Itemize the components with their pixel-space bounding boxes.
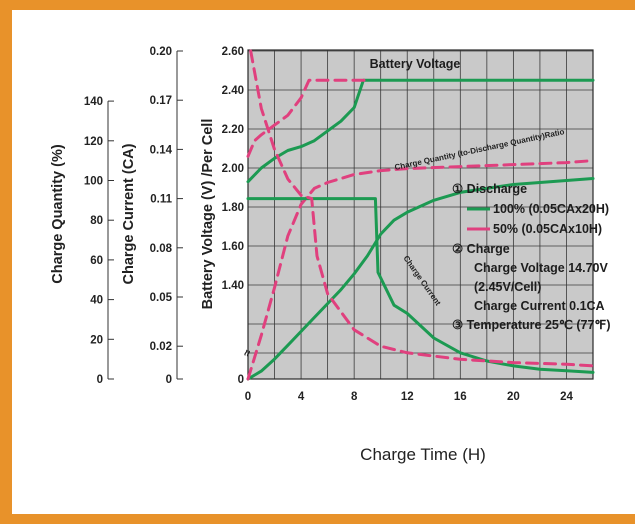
quantity-axis-title: Charge Quantity (%) xyxy=(50,144,66,284)
quantity-tick-label: 100 xyxy=(84,176,103,188)
x-tick-label: 8 xyxy=(351,391,358,403)
current-tick-label: 0.20 xyxy=(150,46,172,58)
voltage-tick-label: 2.20 xyxy=(222,124,244,136)
current-tick-label: 0.17 xyxy=(150,95,172,107)
current-tick-label: 0.11 xyxy=(150,194,172,206)
voltage-tick-label: 1.40 xyxy=(222,280,244,292)
current-tick-label: 0 xyxy=(166,374,172,386)
quantity-tick-label: 80 xyxy=(90,215,103,227)
current-axis-title: Charge Current (CA) xyxy=(121,143,137,284)
annotation-charge-voltage: Charge Voltage 14.70V xyxy=(474,261,609,275)
current-tick-label: 0.05 xyxy=(150,292,173,304)
x-tick-label: 20 xyxy=(507,391,520,403)
quantity-tick-label: 60 xyxy=(90,255,103,267)
annotation-per-cell-voltage: (2.45V/Cell) xyxy=(474,280,541,294)
current-tick-label: 0.02 xyxy=(150,341,172,353)
voltage-tick-label: 1.80 xyxy=(222,202,244,214)
legend-100pct-label: 100% (0.05CAx20H) xyxy=(493,202,609,216)
x-tick-label: 12 xyxy=(401,391,414,403)
voltage-tick-label: 2.40 xyxy=(222,85,244,97)
voltage-tick-label: 0 xyxy=(238,374,244,386)
quantity-tick-label: 120 xyxy=(84,136,103,148)
x-tick-label: 16 xyxy=(454,391,467,403)
x-tick-label: 4 xyxy=(298,391,305,403)
annotation-charge-title: ② Charge xyxy=(452,242,510,256)
annotation-charge-current: Charge Current 0.1CA xyxy=(474,299,605,313)
annotation-temperature: ③ Temperature 25℃ (77℉) xyxy=(452,318,610,332)
annotation-discharge-title: ① Discharge xyxy=(452,182,527,196)
x-tick-label: 24 xyxy=(560,391,573,403)
quantity-tick-label: 20 xyxy=(90,334,103,346)
legend-50pct-label: 50% (0.05CAx10H) xyxy=(493,222,602,236)
voltage-tick-label: 2.60 xyxy=(222,46,244,58)
x-axis-title: Charge Time (H) xyxy=(360,445,486,464)
quantity-tick-label: 40 xyxy=(90,295,103,307)
current-tick-label: 0.14 xyxy=(150,144,173,156)
quantity-tick-label: 0 xyxy=(97,374,103,386)
voltage-tick-label: 1.60 xyxy=(222,241,244,253)
battery-voltage-label: Battery Voltage xyxy=(370,57,461,71)
x-tick-label: 0 xyxy=(245,391,251,403)
voltage-tick-label: 2.00 xyxy=(222,163,244,175)
current-tick-label: 0.08 xyxy=(150,243,173,255)
voltage-axis-title: Battery Voltage (V) /Per Cell xyxy=(200,119,216,310)
chart-panel: ≈0 20 40 60 80 100 120 140 Charge Quantity (%) 0 0… xyxy=(12,10,635,514)
quantity-tick-label: 140 xyxy=(84,96,103,108)
